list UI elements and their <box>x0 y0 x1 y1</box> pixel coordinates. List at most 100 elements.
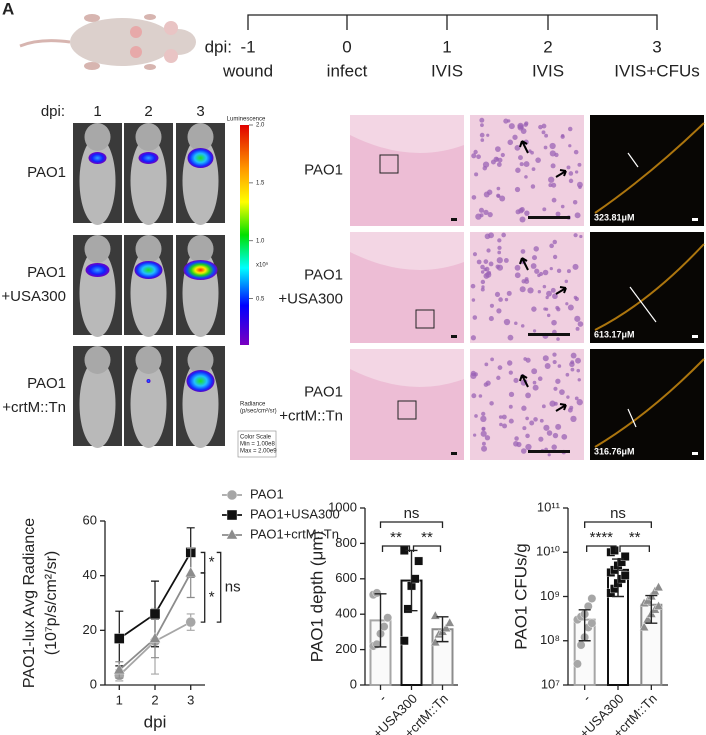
cell <box>531 255 538 261</box>
point <box>610 546 619 555</box>
cell <box>555 211 561 217</box>
group-label: +crtM::Tn <box>279 407 343 424</box>
cell <box>552 359 557 365</box>
cell <box>483 191 490 198</box>
cell <box>570 352 577 359</box>
sig-label: * <box>209 589 215 606</box>
cell <box>525 416 529 421</box>
cell <box>538 124 543 130</box>
error-bar <box>612 558 624 598</box>
cell <box>564 279 569 284</box>
y-tick-label: 800 <box>335 535 357 550</box>
cell <box>566 165 571 170</box>
cell <box>531 368 538 375</box>
fluorescence <box>590 232 705 343</box>
cell <box>520 249 526 254</box>
cell <box>530 184 536 189</box>
sig-label: **** <box>590 529 614 546</box>
y-axis-label: PAO1 depth (μm) <box>307 531 326 662</box>
cell <box>568 144 572 148</box>
cell <box>515 209 521 215</box>
cell <box>574 315 581 322</box>
cell <box>507 360 513 366</box>
cell <box>470 335 476 341</box>
mouse-head <box>187 123 214 151</box>
cell <box>550 163 556 169</box>
cell <box>556 268 562 274</box>
cell <box>543 145 548 150</box>
y-tick-label: 20 <box>83 622 97 637</box>
cell <box>575 357 581 364</box>
cell <box>480 287 485 292</box>
x-tick-label: - <box>580 691 594 705</box>
arrow <box>519 257 529 271</box>
cell <box>573 149 579 155</box>
cell <box>484 362 489 367</box>
cell <box>487 270 492 275</box>
cell <box>548 183 553 188</box>
cell <box>538 436 544 442</box>
x-tick-label: 2 <box>151 692 158 707</box>
cell <box>552 432 559 439</box>
cell <box>574 396 579 401</box>
cell <box>546 290 552 297</box>
sig-label: ** <box>390 529 402 546</box>
cell <box>471 153 477 159</box>
cell <box>557 364 562 368</box>
x-tick-label: - <box>375 691 389 705</box>
legend-marker <box>226 528 238 540</box>
cell <box>539 418 544 423</box>
cell <box>570 415 577 423</box>
cell <box>508 391 515 398</box>
cell <box>500 152 505 158</box>
signal <box>134 261 163 279</box>
cell <box>498 415 503 419</box>
y-tick-label: 10⁸ <box>540 632 560 647</box>
cell <box>568 171 574 176</box>
cell <box>566 395 570 399</box>
cell <box>482 165 488 171</box>
cell <box>551 444 557 450</box>
timeline-event: IVIS+CFUs <box>614 61 700 80</box>
sig-bracket <box>216 551 222 623</box>
ivis-image <box>124 346 173 448</box>
scale-box <box>237 430 277 458</box>
point <box>587 618 597 628</box>
cell <box>547 453 551 457</box>
histology-high <box>470 115 584 226</box>
point <box>576 640 586 650</box>
cell <box>520 324 525 328</box>
scale-bar <box>692 218 698 221</box>
cell <box>495 146 501 152</box>
timeline-event: wound <box>222 61 273 80</box>
dpi-column: 3 <box>196 103 204 120</box>
cell <box>579 234 583 239</box>
cell <box>503 118 509 124</box>
point <box>441 622 452 632</box>
x-tick-label: 1 <box>116 692 123 707</box>
cell <box>502 423 508 429</box>
ivis-image <box>124 123 173 225</box>
fluor-edge <box>594 122 705 214</box>
sig-bracket <box>379 521 444 528</box>
cell <box>514 436 519 441</box>
depth-line <box>627 152 639 168</box>
y-tick-label: 10⁷ <box>541 676 560 691</box>
cell <box>504 297 509 302</box>
ivis-image <box>124 235 173 337</box>
cell <box>577 321 584 327</box>
scale-bar <box>692 335 698 338</box>
signal <box>138 152 159 164</box>
cell <box>551 319 557 326</box>
point <box>444 617 455 627</box>
cell <box>561 433 568 440</box>
cell <box>527 287 534 294</box>
cell <box>544 133 549 138</box>
cell <box>545 295 549 300</box>
cell <box>567 304 574 311</box>
sig-label: * <box>209 554 215 571</box>
scale-bar <box>528 333 570 336</box>
cell <box>496 375 501 381</box>
group-label: +crtM::Tn <box>2 399 66 416</box>
sig-bracket <box>200 551 206 574</box>
